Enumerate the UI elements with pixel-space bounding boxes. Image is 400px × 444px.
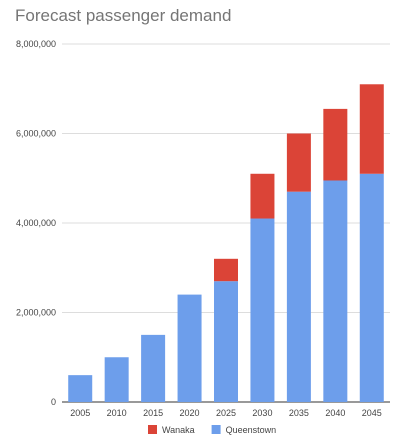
y-axis-ticks: 0 2,000,000 4,000,000 6,000,000 8,000,000 <box>16 39 56 407</box>
y-tick-label: 8,000,000 <box>16 39 56 49</box>
bar-queenstown-2030 <box>250 218 275 402</box>
bar-wanaka-2040 <box>323 108 348 181</box>
bar-wanaka-2035 <box>286 133 311 192</box>
bar-queenstown-2040 <box>323 180 348 402</box>
x-tick-label: 2030 <box>252 408 272 418</box>
x-tick-label: 2015 <box>143 408 163 418</box>
x-axis-ticks: 2005 2010 2015 2020 2025 2030 2035 2040 2045 <box>70 408 382 418</box>
x-tick-label: 2035 <box>289 408 309 418</box>
legend-label-wanaka: Wanaka <box>162 425 195 435</box>
bar-wanaka-2030 <box>250 173 275 219</box>
y-tick-label: 0 <box>51 397 56 407</box>
bar-queenstown-2035 <box>286 191 311 402</box>
bar-queenstown-2045 <box>359 173 384 402</box>
bar-queenstown-2025 <box>214 281 238 402</box>
legend-label-queenstown: Queenstown <box>226 425 277 435</box>
legend-swatch-queenstown <box>211 425 221 434</box>
bar-wanaka-2025 <box>214 258 238 282</box>
legend: Wanaka Queenstown <box>148 425 276 435</box>
bar-queenstown-2015 <box>141 334 166 402</box>
bar-queenstown-2005 <box>68 375 93 402</box>
bar-queenstown-2020 <box>177 294 202 402</box>
y-tick-label: 4,000,000 <box>16 218 56 228</box>
bar-queenstown-2010 <box>104 357 129 402</box>
y-tick-label: 2,000,000 <box>16 308 56 318</box>
legend-swatch-wanaka <box>148 425 157 434</box>
y-tick-label: 6,000,000 <box>16 129 56 139</box>
bar-wanaka-2045 <box>359 84 384 174</box>
x-tick-label: 2025 <box>216 408 236 418</box>
bars <box>68 84 384 402</box>
x-tick-label: 2045 <box>362 408 382 418</box>
x-tick-label: 2005 <box>70 408 90 418</box>
x-tick-label: 2020 <box>180 408 200 418</box>
chart-title: Forecast passenger demand <box>15 6 232 25</box>
x-tick-label: 2010 <box>107 408 127 418</box>
x-tick-label: 2040 <box>325 408 345 418</box>
